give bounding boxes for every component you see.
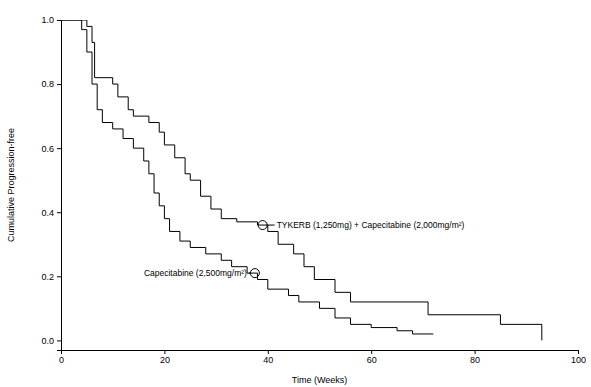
x-tick-label: 100 xyxy=(571,355,586,365)
x-tick-label: 20 xyxy=(160,355,170,365)
y-tick: 1.0 xyxy=(41,15,61,25)
x-tick-mark xyxy=(578,350,579,354)
x-axis-line xyxy=(62,351,579,355)
annotation-marker xyxy=(258,221,267,230)
y-tick: 0.0 xyxy=(41,336,61,346)
y-tick-mark xyxy=(57,20,61,21)
y-tick-label: 1.0 xyxy=(41,15,54,25)
x-tick-mark xyxy=(268,350,269,354)
x-tick: 40 xyxy=(263,350,273,365)
y-axis-title: Cumulative Progression-free xyxy=(6,128,16,242)
y-tick-label: 0.6 xyxy=(41,144,54,154)
x-tick: 60 xyxy=(367,350,377,365)
x-tick-label: 40 xyxy=(263,355,273,365)
x-tick: 80 xyxy=(470,350,480,365)
y-tick: 0.2 xyxy=(41,272,61,282)
x-axis-title: Time (Weeks) xyxy=(292,375,348,385)
y-tick-label: 0.0 xyxy=(41,336,54,346)
y-tick: 0.4 xyxy=(41,208,61,218)
x-tick-label: 60 xyxy=(367,355,377,365)
y-tick-mark xyxy=(57,148,61,149)
y-axis: 0.0 0.2 0.4 0.6 0.8 1.0 xyxy=(41,15,61,350)
y-tick-mark xyxy=(57,212,61,213)
chart: 0 20 40 60 80 100 0.0 0.2 0.4 0.6 0.8 1.0 TYKERB (1,… xyxy=(0,0,591,387)
x-axis: 0 20 40 60 80 100 xyxy=(59,350,586,365)
x-tick-label: 0 xyxy=(59,355,64,365)
y-tick-label: 0.2 xyxy=(41,272,54,282)
annotation-label: TYKERB (1,250mg) + Capecitabine (2,000mg… xyxy=(277,220,465,230)
y-tick-label: 0.8 xyxy=(41,79,54,89)
x-tick: 0 xyxy=(59,350,64,365)
y-axis-line xyxy=(57,21,62,351)
x-tick-label: 80 xyxy=(470,355,480,365)
annotations: TYKERB (1,250mg) + Capecitabine (2,000mg… xyxy=(144,220,465,278)
x-tick: 20 xyxy=(160,350,170,365)
annotation-leader xyxy=(249,273,251,274)
annotation-marker xyxy=(250,269,259,278)
y-tick-label: 0.4 xyxy=(41,208,54,218)
plot: 0 20 40 60 80 100 0.0 0.2 0.4 0.6 0.8 1.0 TYKERB (1,… xyxy=(41,15,586,365)
x-tick-mark xyxy=(475,350,476,354)
x-tick-mark xyxy=(371,350,372,354)
y-tick: 0.6 xyxy=(41,144,61,154)
y-tick: 0.8 xyxy=(41,79,61,89)
annotation-leader xyxy=(267,225,275,226)
survival-curve xyxy=(61,20,433,334)
annotation-label: Capecitabine (2,500mg/m²) xyxy=(144,268,247,278)
series-group xyxy=(61,20,542,340)
x-tick: 100 xyxy=(571,350,586,365)
y-tick-mark xyxy=(57,340,61,341)
survival-curve xyxy=(61,20,542,340)
y-tick-mark xyxy=(57,84,61,85)
x-tick-mark xyxy=(164,350,165,354)
y-tick-mark xyxy=(57,276,61,277)
